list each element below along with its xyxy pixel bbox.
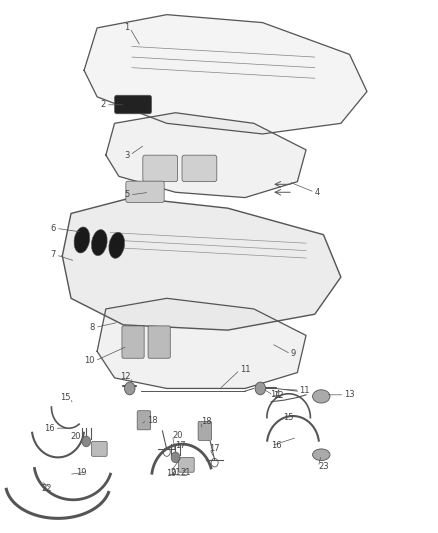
Text: 17: 17 [175,441,185,450]
Text: 18: 18 [147,416,158,425]
Text: 10: 10 [85,357,95,366]
Text: 15: 15 [283,413,294,422]
Text: 18: 18 [201,417,212,426]
FancyBboxPatch shape [182,155,217,182]
Text: 15: 15 [60,393,70,402]
FancyBboxPatch shape [143,155,178,182]
Ellipse shape [109,232,124,259]
Polygon shape [97,298,306,389]
Text: 4: 4 [315,188,320,197]
Ellipse shape [313,449,330,461]
FancyBboxPatch shape [122,326,144,358]
FancyBboxPatch shape [198,421,212,440]
Text: 16: 16 [271,441,282,450]
FancyBboxPatch shape [179,457,194,472]
Text: 3: 3 [124,151,130,160]
Text: 9: 9 [291,350,296,359]
Circle shape [124,382,135,395]
Text: 14: 14 [270,390,281,399]
FancyBboxPatch shape [115,95,152,114]
FancyBboxPatch shape [126,181,164,203]
Text: 1: 1 [124,23,130,33]
FancyBboxPatch shape [148,326,170,358]
Text: 7: 7 [50,251,56,260]
Text: 11: 11 [300,385,310,394]
Text: 16: 16 [44,424,54,433]
Polygon shape [106,113,306,198]
Text: 5: 5 [124,190,130,199]
Polygon shape [62,198,341,330]
Text: 22: 22 [41,483,51,492]
Text: 11: 11 [240,366,251,374]
Circle shape [171,452,180,463]
Text: 2: 2 [101,100,106,109]
Text: 21: 21 [181,468,191,477]
Circle shape [255,382,265,395]
Text: 20: 20 [173,431,183,440]
Text: 8: 8 [90,323,95,332]
Text: 13: 13 [344,390,355,399]
Text: 19: 19 [76,468,86,477]
Ellipse shape [313,390,330,403]
Polygon shape [84,14,367,134]
Ellipse shape [74,227,90,253]
Ellipse shape [92,230,107,256]
FancyBboxPatch shape [137,411,151,430]
Circle shape [82,436,91,447]
Text: 19: 19 [166,470,177,478]
Text: 20: 20 [71,432,81,441]
Text: 23: 23 [318,463,329,471]
Text: 21: 21 [170,468,181,477]
Text: 12: 12 [120,372,131,381]
Text: 6: 6 [50,224,56,233]
Text: 17: 17 [209,444,220,453]
Text: 12: 12 [273,391,284,400]
FancyBboxPatch shape [92,441,107,456]
